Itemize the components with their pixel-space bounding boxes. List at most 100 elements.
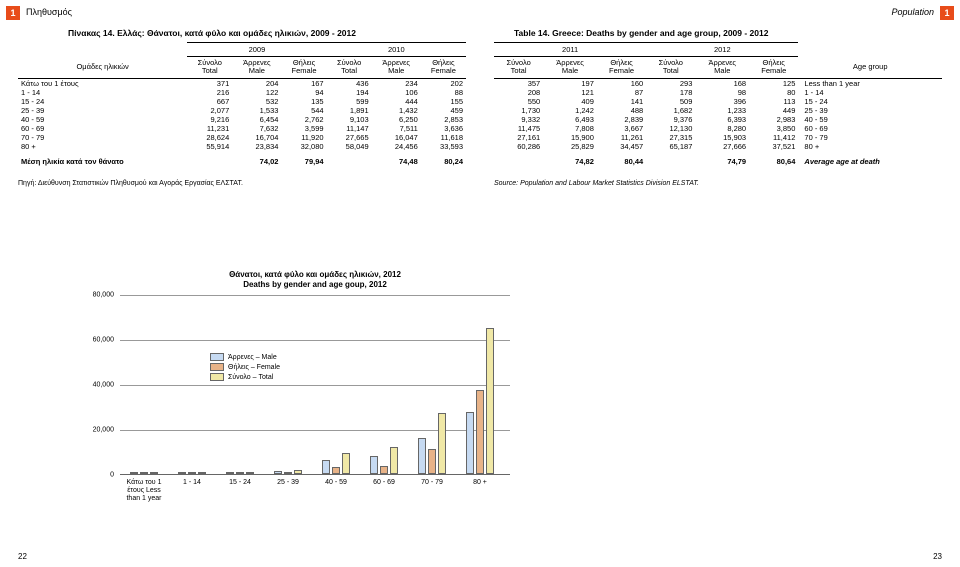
row-value: 6,393 [695,115,749,124]
avg-value: 74,82 [543,151,597,166]
chart-bar [418,438,426,474]
row-value: 6,493 [543,115,597,124]
table-row: 80 +55,91423,83432,08058,04924,45633,593 [18,142,466,151]
avg-value: 80,64 [749,151,798,166]
row-value: 125 [749,78,798,88]
avg-value [187,151,232,166]
row-value: 27,161 [494,133,543,142]
row-value: 135 [281,97,326,106]
row-label: 80 + [798,142,942,151]
chart-bar [476,390,484,474]
row-value: 9,332 [494,115,543,124]
avg-value: 79,94 [281,151,326,166]
row-value: 9,376 [646,115,695,124]
row-value: 106 [372,88,421,97]
row-value: 1,533 [232,106,281,115]
row-value: 3,636 [421,124,466,133]
right-subhead: ΆρρενεςMale [695,57,749,79]
row-label: 70 - 79 [798,133,942,142]
row-value: 11,261 [597,133,646,142]
chart-bar [370,456,378,475]
chart-container: Θάνατοι, κατά φύλο και ομάδες ηλικιών, 2… [120,270,510,507]
avg-value [494,151,543,166]
x-tick-label: 40 - 59 [314,479,358,487]
table-row: 27,16115,90011,26127,31515,90311,41270 -… [494,133,942,142]
row-value: 11,231 [187,124,232,133]
avg-value: 74,79 [695,151,749,166]
row-value: 449 [749,106,798,115]
right-subhead: ΘήλειςFemale [749,57,798,79]
row-value: 122 [232,88,281,97]
page-number-left: 22 [18,552,27,561]
row-value: 12,130 [646,124,695,133]
row-value: 459 [421,106,466,115]
row-value: 15,903 [695,133,749,142]
avg-value: 80,24 [421,151,466,166]
table-row: 9,3326,4932,8399,3766,3932,98340 - 59 [494,115,942,124]
chart-legend: Άρρενες – MaleΘήλεις – FemaleΣύνολο – To… [210,353,280,383]
row-value: 550 [494,97,543,106]
avg-value [327,151,372,166]
table-row: 15 - 24667532135599444155 [18,97,466,106]
row-value: 55,914 [187,142,232,151]
row-value: 27,665 [327,133,372,142]
table-row: 11,4757,8083,66712,1308,2803,85060 - 69 [494,124,942,133]
row-value: 2,983 [749,115,798,124]
row-value: 2,839 [597,115,646,124]
table-row: 60 - 6911,2317,6323,59911,1477,5113,636 [18,124,466,133]
row-value: 24,456 [372,142,421,151]
legend-label: Θήλεις – Female [228,364,280,371]
row-value: 234 [372,78,421,88]
avg-row: Μέση ηλικία κατά τον θάνατο74,0279,9474,… [18,151,466,166]
chart-bar [140,472,148,474]
row-value: 6,250 [372,115,421,124]
y-tick-label: 0 [80,472,114,479]
right-table-title: Table 14. Greece: Deaths by gender and a… [494,28,942,38]
right-subhead: ΣύνολοTotal [494,57,543,79]
row-value: 7,808 [543,124,597,133]
row-value: 160 [597,78,646,88]
row-value: 65,187 [646,142,695,151]
table-row: 1,7301,2424881,6821,23344925 - 39 [494,106,942,115]
row-value: 6,454 [232,115,281,124]
row-value: 168 [695,78,749,88]
row-label: 25 - 39 [798,106,942,115]
table-row: 357197160293168125Less than 1 year [494,78,942,88]
left-subhead: ΘήλειςFemale [281,57,326,79]
row-value: 1,730 [494,106,543,115]
row-value: 357 [494,78,543,88]
row-value: 488 [597,106,646,115]
legend-item: Σύνολο – Total [210,373,280,381]
left-year-2009: 2009 [187,43,326,57]
left-subhead: ΘήλειςFemale [421,57,466,79]
chart-xlabels: Κάτω του 1 έτους Less than 1 year1 - 141… [120,475,510,507]
table-row: 25 - 392,0771,5335441,8911,432459 [18,106,466,115]
row-value: 7,632 [232,124,281,133]
chart-bar [150,472,158,474]
left-subhead: ΣύνολοTotal [327,57,372,79]
page-badge-right: 1 [940,6,954,20]
row-value: 544 [281,106,326,115]
row-value: 1,432 [372,106,421,115]
row-value: 121 [543,88,597,97]
right-subhead: ΘήλειςFemale [597,57,646,79]
x-tick-label: 80 + [458,479,502,487]
row-value: 32,080 [281,142,326,151]
right-table: 2011 2012 ΣύνολοTotalΆρρενεςMaleΘήλειςFe… [494,42,942,166]
row-value: 9,216 [187,115,232,124]
chart-bar [178,472,186,474]
chart-bar [332,467,340,474]
x-tick-label: 70 - 79 [410,479,454,487]
row-label: 70 - 79 [18,133,187,142]
row-value: 1,233 [695,106,749,115]
gridline [120,430,510,431]
row-value: 155 [421,97,466,106]
row-value: 396 [695,97,749,106]
row-value: 599 [327,97,372,106]
row-value: 23,834 [232,142,281,151]
gridline [120,385,510,386]
row-value: 2,077 [187,106,232,115]
x-tick-label: 15 - 24 [218,479,262,487]
row-value: 371 [187,78,232,88]
row-label: 25 - 39 [18,106,187,115]
